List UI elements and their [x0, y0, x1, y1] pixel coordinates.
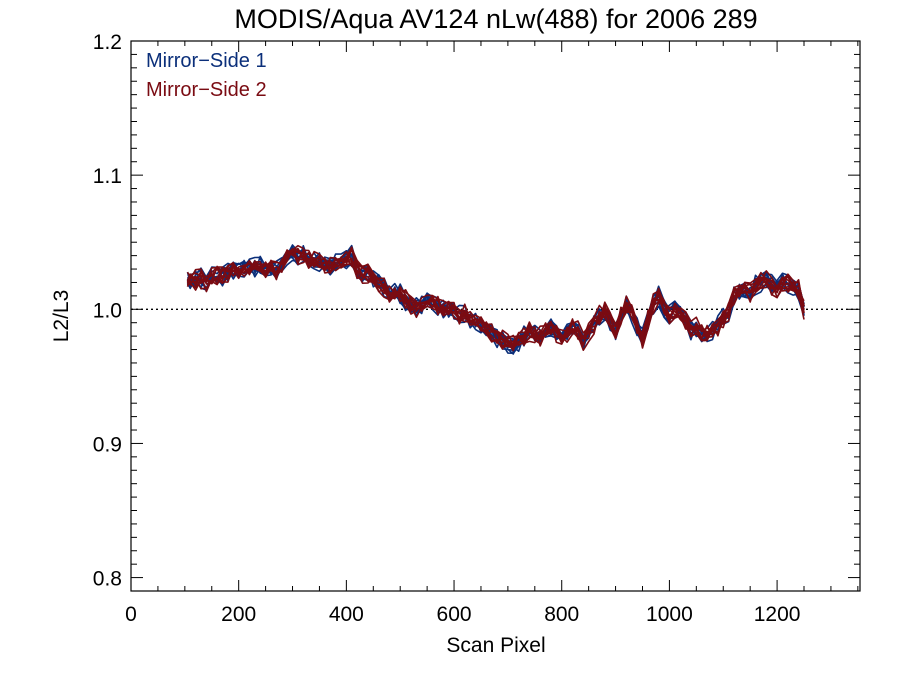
y-tick-label: 1.1 [93, 165, 122, 188]
x-tick-label: 200 [221, 603, 256, 626]
x-tick-label: 1000 [646, 603, 693, 626]
series-mirror-side-2-line [186, 246, 805, 347]
x-tick-label: 0 [125, 603, 137, 626]
x-axis-label: Scan Pixel [446, 634, 545, 657]
chart-title: MODIS/Aqua AV124 nLw(488) for 2006 289 [234, 4, 757, 34]
axis-ticks [130, 40, 860, 591]
plot-frame [130, 40, 861, 592]
y-tick-label: 0.9 [93, 433, 122, 456]
legend-entry-mirror-side-2: Mirror−Side 2 [146, 79, 267, 101]
x-tick-label: 800 [544, 603, 579, 626]
x-tick-label: 400 [329, 603, 364, 626]
y-tick-label: 1.2 [93, 31, 122, 54]
y-tick-label: 0.8 [93, 568, 122, 591]
legend-entry-mirror-side-1: Mirror−Side 1 [146, 50, 267, 72]
y-tick-label: 1.0 [93, 299, 122, 322]
x-tick-label: 600 [437, 603, 472, 626]
y-axis-label: L2/L3 [50, 290, 73, 343]
x-tick-label: 1200 [754, 603, 801, 626]
data-curves [186, 244, 805, 355]
tick-labels: 0 200 400 600 800 1000 1200 0.8 0.9 1.0 1.1 1.2 [93, 31, 801, 626]
